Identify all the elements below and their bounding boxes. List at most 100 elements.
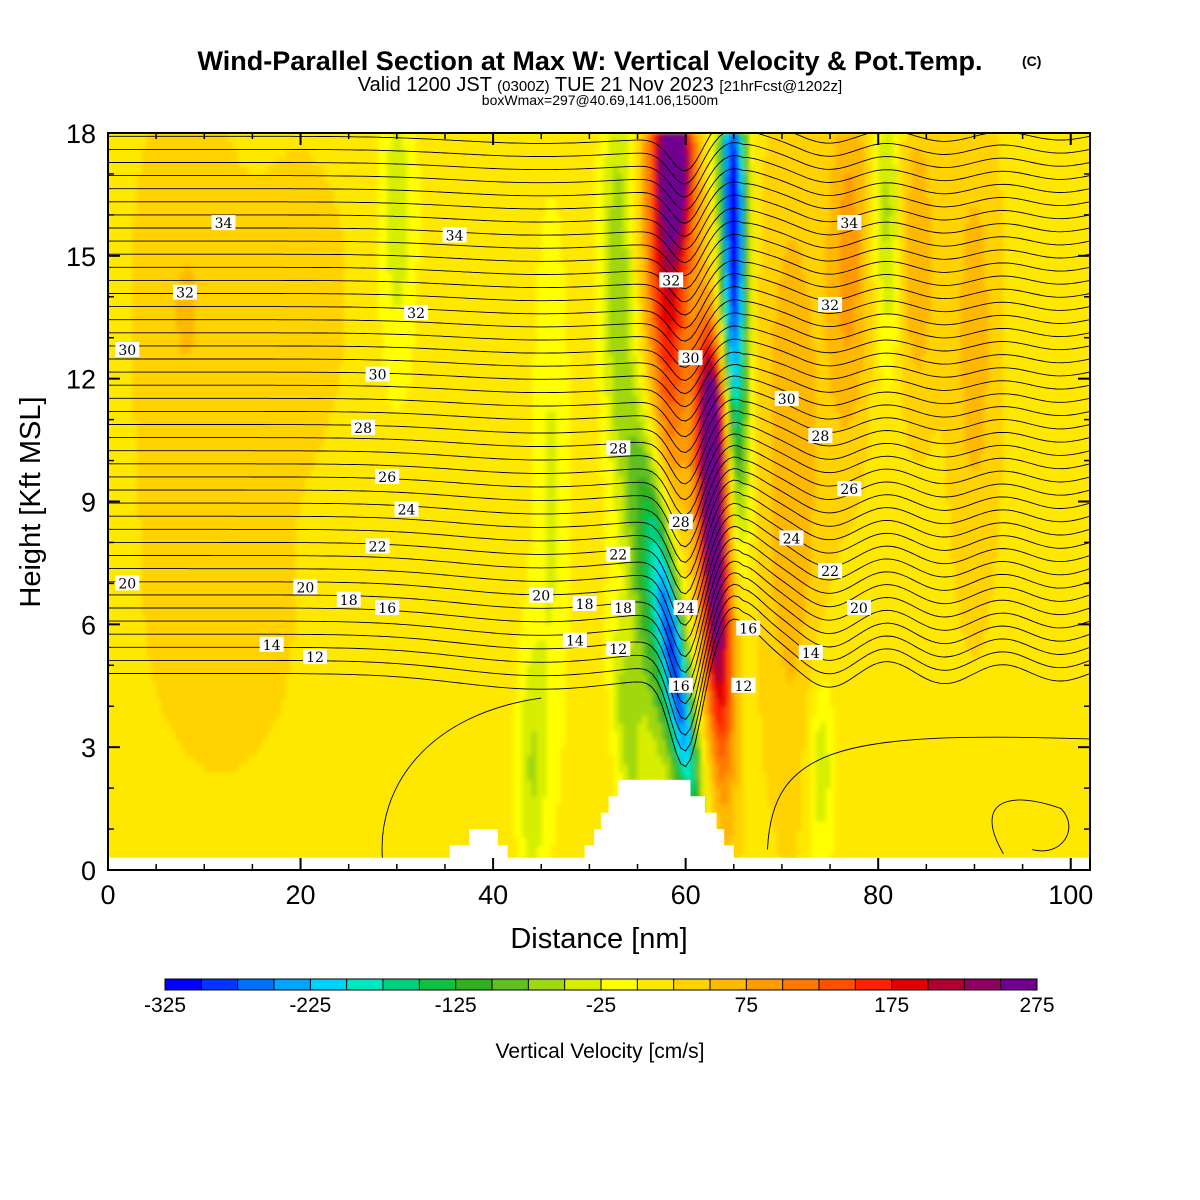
field-cell: [113, 788, 118, 797]
field-cell: [474, 755, 479, 764]
field-cell: [835, 780, 840, 789]
field-cell: [782, 845, 787, 854]
field-cell: [1061, 723, 1066, 732]
field-cell: [209, 706, 214, 715]
field-cell: [623, 723, 628, 732]
field-cell: [195, 829, 200, 838]
field-cell: [960, 706, 965, 715]
field-cell: [946, 829, 951, 838]
field-cell: [1061, 714, 1066, 723]
field-cell: [729, 706, 734, 715]
field-cell: [585, 690, 590, 699]
field-cell: [936, 698, 941, 707]
field-cell: [946, 706, 951, 715]
field-cell: [315, 731, 320, 740]
field-cell: [599, 706, 604, 715]
field-cell: [830, 698, 835, 707]
field-cell: [994, 690, 999, 699]
field-cell: [1018, 805, 1023, 814]
field-cell: [1080, 796, 1085, 805]
field-cell: [1052, 739, 1057, 748]
field-cell: [869, 805, 874, 814]
field-cell: [907, 690, 912, 699]
field-cell: [1032, 772, 1037, 781]
field-cell: [734, 772, 739, 781]
field-cell: [435, 690, 440, 699]
field-cell: [147, 690, 152, 699]
field-cell: [431, 747, 436, 756]
field-cell: [301, 845, 306, 854]
field-cell: [782, 796, 787, 805]
field-cell: [161, 764, 166, 773]
field-cell: [527, 805, 532, 814]
field-cell: [286, 796, 291, 805]
field-cell: [407, 772, 412, 781]
field-cell: [955, 723, 960, 732]
field-cell: [488, 747, 493, 756]
field-cell: [301, 731, 306, 740]
field-cell: [864, 698, 869, 707]
field-cell: [657, 714, 662, 723]
field-cell: [238, 821, 243, 830]
field-cell: [845, 845, 850, 854]
field-cell: [768, 723, 773, 732]
field-cell: [979, 690, 984, 699]
field-cell: [965, 755, 970, 764]
field-cell: [994, 845, 999, 854]
field-cell: [373, 674, 378, 683]
field-cell: [864, 845, 869, 854]
field-cell: [305, 698, 310, 707]
field-cell: [171, 723, 176, 732]
field-cell: [248, 805, 253, 814]
field-cell: [532, 747, 537, 756]
field-cell: [922, 682, 927, 691]
field-cell: [421, 706, 426, 715]
field-cell: [156, 755, 161, 764]
field-cell: [936, 805, 941, 814]
field-cell: [724, 837, 729, 846]
field-cell: [979, 698, 984, 707]
field-cell: [536, 772, 541, 781]
field-cell: [349, 682, 354, 691]
field-cell: [594, 780, 599, 789]
field-cell: [1080, 837, 1085, 846]
field-cell: [772, 837, 777, 846]
field-cell: [488, 755, 493, 764]
field-cell: [248, 755, 253, 764]
field-cell: [796, 845, 801, 854]
field-cell: [397, 682, 402, 691]
field-cell: [291, 780, 296, 789]
field-cell: [739, 772, 744, 781]
field-cell: [315, 682, 320, 691]
field-cell: [1008, 682, 1013, 691]
field-cell: [710, 682, 715, 691]
field-cell: [580, 747, 585, 756]
field-cell: [1018, 714, 1023, 723]
field-cell: [792, 690, 797, 699]
field-cell: [883, 821, 888, 830]
field-cell: [642, 755, 647, 764]
field-cell: [787, 821, 792, 830]
field-cell: [200, 747, 205, 756]
field-cell: [970, 747, 975, 756]
field-cell: [820, 731, 825, 740]
field-cell: [849, 805, 854, 814]
field-cell: [161, 805, 166, 814]
field-cell: [243, 837, 248, 846]
field-cell: [970, 714, 975, 723]
field-cell: [267, 723, 272, 732]
field-cell: [1032, 780, 1037, 789]
field-cell: [224, 764, 229, 773]
field-cell: [363, 706, 368, 715]
field-cell: [310, 706, 315, 715]
field-cell: [503, 821, 508, 830]
field-cell: [801, 829, 806, 838]
field-cell: [869, 755, 874, 764]
field-cell: [912, 813, 917, 822]
field-cell: [113, 682, 118, 691]
field-cell: [806, 714, 811, 723]
field-cell: [724, 764, 729, 773]
field-cell: [878, 845, 883, 854]
field-cell: [772, 682, 777, 691]
field-cell: [200, 821, 205, 830]
